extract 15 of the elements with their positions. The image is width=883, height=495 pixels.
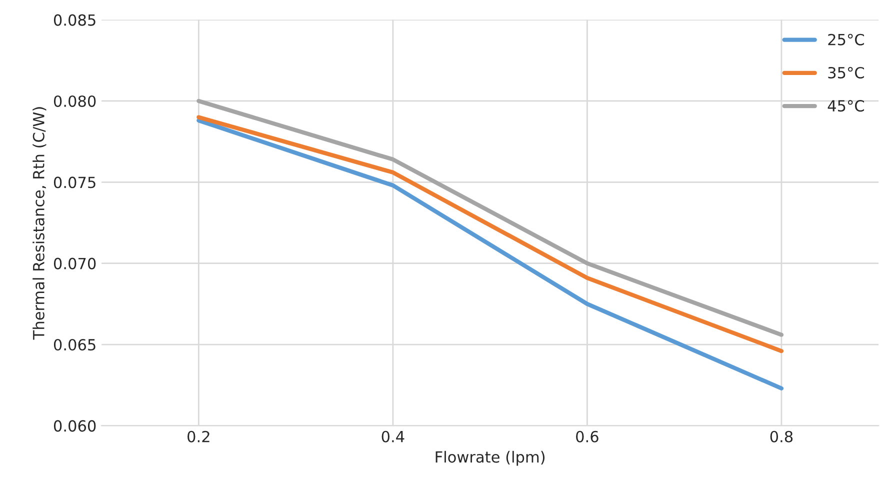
legend-label: 45°C — [828, 100, 864, 112]
y-tick-label: 0.070 — [54, 258, 96, 270]
y-tick-label: 0.080 — [54, 95, 96, 107]
legend-label: 25°C — [828, 34, 864, 46]
x-tick-label: 0.6 — [576, 430, 598, 442]
x-tick-label: 0.8 — [770, 430, 793, 442]
legend-label: 35°C — [828, 66, 864, 78]
y-tick-label: 0.075 — [54, 176, 96, 188]
x-tick-label: 0.2 — [188, 430, 210, 442]
y-tick-label: 0.060 — [54, 420, 96, 432]
y-axis-title: Thermal Resistance, Rth (C/W) — [32, 107, 46, 340]
x-tick-label: 0.4 — [382, 430, 404, 442]
y-tick-label: 0.085 — [54, 14, 96, 26]
y-tick-label: 0.065 — [54, 338, 96, 351]
x-axis-title: Flowrate (lpm) — [436, 450, 545, 466]
